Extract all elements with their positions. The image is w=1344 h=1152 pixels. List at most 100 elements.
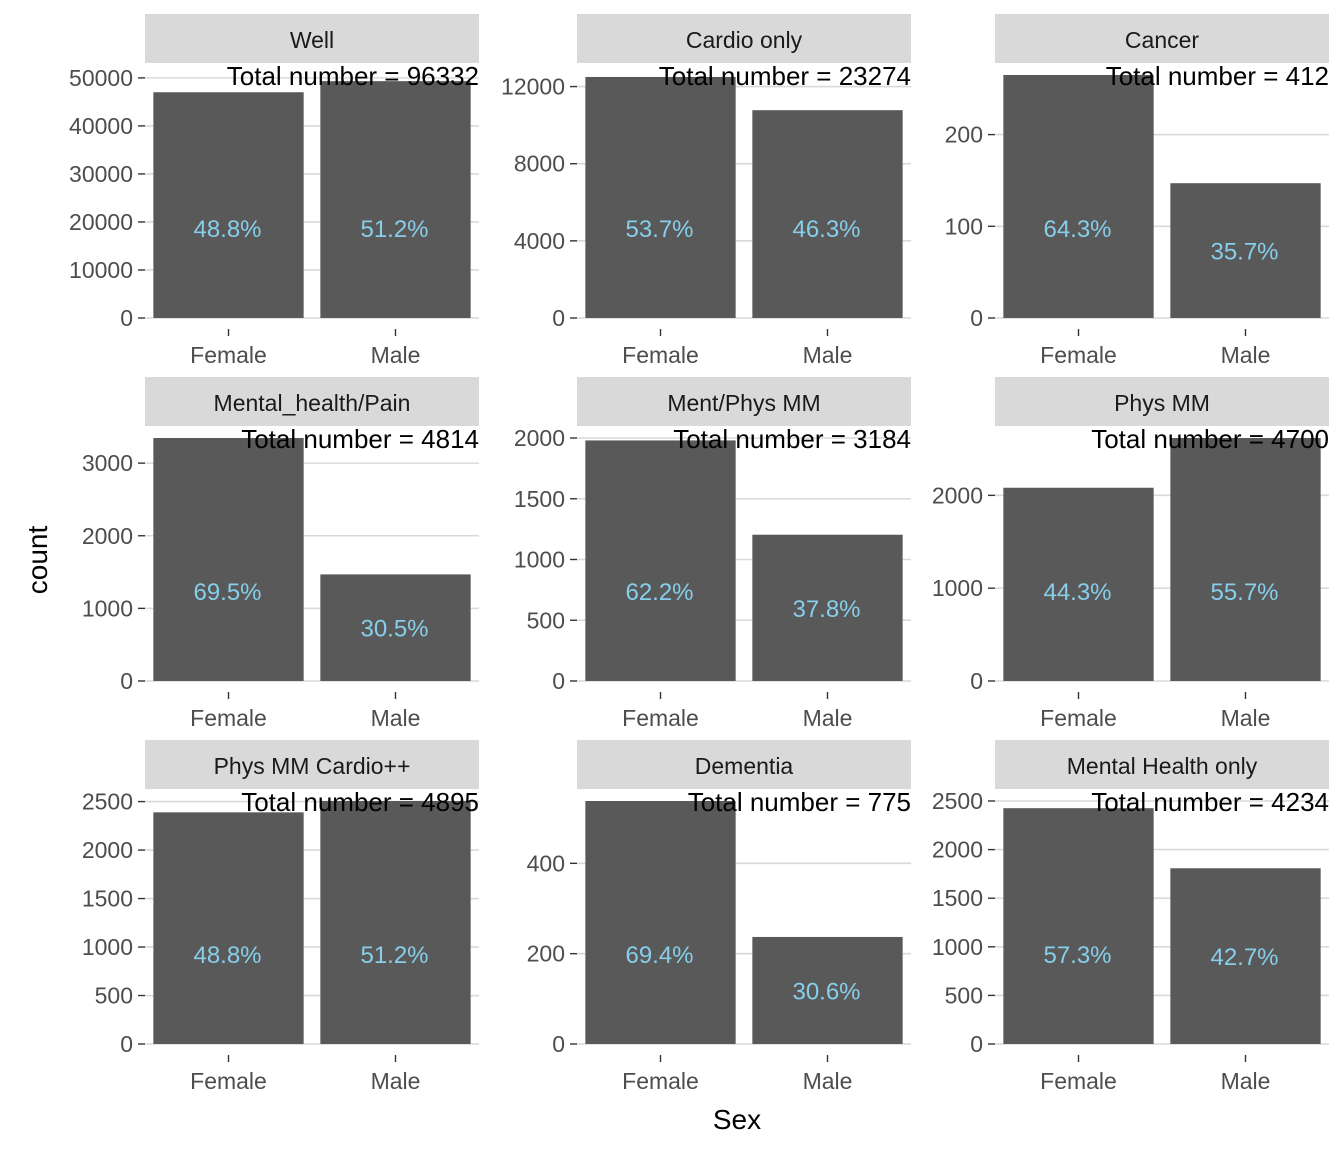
y-tick-label: 30000	[69, 161, 133, 187]
total-number-label: Total number = 775	[688, 787, 911, 817]
bar	[1003, 75, 1154, 318]
bar	[320, 801, 471, 1044]
y-tick-label: 400	[527, 850, 565, 876]
facet-strip	[577, 740, 911, 789]
facet-title: Dementia	[695, 753, 794, 779]
facet-strip	[995, 377, 1329, 426]
total-number-label: Total number = 4814	[241, 424, 479, 454]
y-tick-label: 0	[970, 668, 983, 694]
y-tick-label: 2500	[932, 788, 983, 814]
bar	[1003, 487, 1154, 681]
bar	[585, 440, 736, 681]
x-tick-label: Female	[190, 342, 267, 368]
x-tick-label: Female	[622, 1068, 699, 1094]
facet-panel: Mental Health only 0 500 1000 1500 2000 2500 57…	[932, 740, 1329, 1094]
facet-strip	[145, 14, 479, 63]
x-axis-title: Sex	[713, 1104, 761, 1135]
bar-percent-label: 69.4%	[625, 942, 693, 969]
total-number-label: Total number = 23274	[659, 61, 911, 91]
x-tick-label: Male	[1221, 342, 1271, 368]
facet-panel: Phys MM 0 1000 2000 44.3% Female 55.7% Male Tota…	[932, 377, 1329, 731]
y-tick-label: 1000	[932, 934, 983, 960]
y-tick-label: 0	[120, 305, 133, 331]
x-tick-label: Female	[190, 705, 267, 731]
x-tick-label: Male	[371, 1068, 421, 1094]
facet-panel: Well 0 10000 20000 30000 40000 50000 48.8% Femal…	[69, 14, 479, 368]
facet-strip	[145, 740, 479, 789]
bar	[1170, 868, 1321, 1044]
bar-percent-label: 30.6%	[792, 978, 860, 1005]
bar-percent-label: 44.3%	[1043, 579, 1111, 606]
y-tick-label: 0	[552, 1031, 565, 1057]
x-tick-label: Female	[190, 1068, 267, 1094]
x-tick-label: Female	[622, 705, 699, 731]
y-tick-label: 1500	[514, 486, 565, 512]
bar	[153, 812, 304, 1044]
x-tick-label: Male	[1221, 705, 1271, 731]
x-tick-label: Female	[622, 342, 699, 368]
facet-title: Cardio only	[686, 27, 803, 53]
bar-percent-label: 53.7%	[625, 216, 693, 243]
bar-percent-label: 64.3%	[1043, 216, 1111, 243]
y-tick-label: 20000	[69, 209, 133, 235]
total-number-label: Total number = 4234	[1091, 787, 1329, 817]
facet-title: Phys MM	[1114, 390, 1210, 416]
y-tick-label: 12000	[501, 74, 565, 100]
y-tick-label: 1500	[932, 885, 983, 911]
y-tick-label: 50000	[69, 65, 133, 91]
y-tick-label: 500	[527, 607, 565, 633]
bar-percent-label: 48.8%	[193, 942, 261, 969]
facet-title: Mental Health only	[1067, 753, 1258, 779]
y-tick-label: 2000	[82, 523, 133, 549]
y-tick-label: 0	[970, 1031, 983, 1057]
bar	[752, 534, 903, 681]
facet-title: Ment/Phys MM	[667, 390, 820, 416]
y-tick-label: 200	[527, 941, 565, 967]
bar	[320, 574, 471, 681]
y-tick-label: 2000	[82, 837, 133, 863]
facet-title: Phys MM Cardio++	[214, 753, 411, 779]
y-tick-label: 200	[945, 122, 983, 148]
bar-percent-label: 55.7%	[1210, 579, 1278, 606]
y-tick-label: 4000	[514, 228, 565, 254]
facet-panel: Phys MM Cardio++ 0 500 1000 1500 2000 2500 48.8…	[82, 740, 479, 1094]
facet-panel: Dementia 0 200 400 69.4% Female 30.6% Male Total…	[527, 740, 911, 1094]
total-number-label: Total number = 4700	[1091, 424, 1329, 454]
y-tick-label: 1500	[82, 886, 133, 912]
y-tick-label: 0	[552, 305, 565, 331]
bar	[320, 81, 471, 319]
bar	[752, 936, 903, 1044]
facet-title: Cancer	[1125, 27, 1199, 53]
bar-percent-label: 46.3%	[792, 216, 860, 243]
y-tick-label: 0	[970, 305, 983, 331]
facet-title: Well	[290, 27, 334, 53]
bar-percent-label: 48.8%	[193, 216, 261, 243]
bar-percent-label: 69.5%	[193, 579, 261, 606]
bar	[1170, 183, 1321, 318]
x-tick-label: Male	[803, 342, 853, 368]
facet-panel: Ment/Phys MM 0 500 1000 1500 2000 62.2% Female 3…	[514, 377, 911, 731]
x-tick-label: Female	[1040, 705, 1117, 731]
total-number-label: Total number = 96332	[227, 61, 479, 91]
facet-strip	[995, 740, 1329, 789]
y-tick-label: 100	[945, 213, 983, 239]
y-axis-title: count	[22, 526, 53, 595]
y-tick-label: 10000	[69, 257, 133, 283]
y-tick-label: 8000	[514, 151, 565, 177]
y-tick-label: 2000	[932, 482, 983, 508]
bar	[153, 92, 304, 319]
bar-percent-label: 51.2%	[360, 216, 428, 243]
facet-strip	[995, 14, 1329, 63]
bar-percent-label: 62.2%	[625, 579, 693, 606]
y-tick-label: 40000	[69, 113, 133, 139]
bar	[752, 110, 903, 318]
y-tick-label: 1000	[932, 575, 983, 601]
x-tick-label: Male	[1221, 1068, 1271, 1094]
y-tick-label: 0	[552, 668, 565, 694]
y-tick-label: 500	[945, 982, 983, 1008]
facet-strip	[145, 377, 479, 426]
y-tick-label: 2500	[82, 789, 133, 815]
x-tick-label: Male	[371, 342, 421, 368]
x-tick-label: Male	[371, 705, 421, 731]
